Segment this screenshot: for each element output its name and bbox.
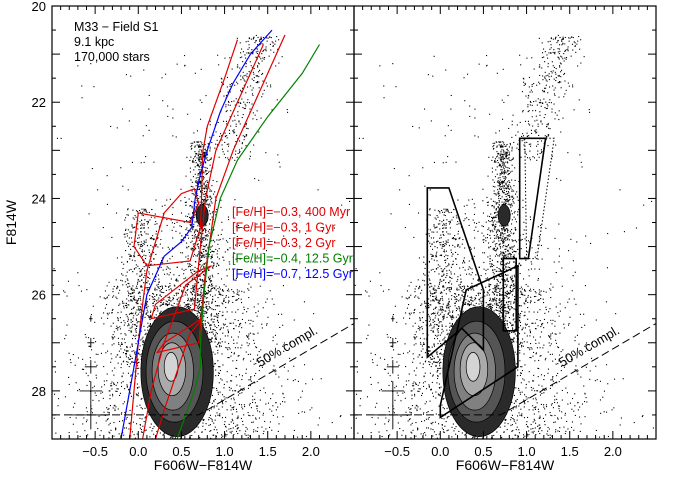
error-bar — [71, 400, 110, 430]
isochrone-line-3 — [176, 44, 321, 439]
isochrone-line-1 — [142, 44, 264, 439]
x-ticks: −0.5 0.0 0.5 1.0 1.5 2.0 — [51, 6, 355, 459]
error-bar — [391, 315, 395, 322]
y-tick-label: 26 — [32, 288, 46, 303]
x-tick-label: 1.0 — [518, 444, 536, 459]
error-bar — [89, 315, 93, 322]
density-contour-level-5 — [163, 352, 179, 382]
x-tick-label: 0.0 — [129, 444, 147, 459]
selection-boxes — [426, 137, 555, 419]
x-ticks: −0.5 0.0 0.5 1.0 1.5 2.0 — [353, 6, 657, 459]
legend-entry: [Fe/H]=−0.4, 12.5 Gyr — [232, 252, 353, 266]
x-tick-label: 1.0 — [216, 444, 234, 459]
data-layer: 50% compl. — [52, 29, 354, 439]
error-bar — [386, 360, 399, 374]
legend-entry: [Fe/H]=−0.3, 1 Gyr — [232, 221, 336, 235]
x-tick-label: 1.5 — [561, 444, 579, 459]
completeness-label: 50% compl. — [556, 322, 622, 369]
density-contour-level-1 — [195, 204, 209, 227]
error-bars — [71, 315, 110, 430]
x-tick-label: 2.0 — [302, 444, 320, 459]
selection-box-2 — [502, 257, 518, 332]
error-bar — [84, 360, 97, 374]
x-tick-label: −0.5 — [82, 444, 108, 459]
data-layer: 50% compl. — [354, 34, 656, 439]
x-axis-title: F606W−F814W — [456, 457, 555, 473]
isochrone-line-0 — [129, 39, 239, 439]
y-tick-label: 22 — [32, 95, 46, 110]
right-panel: 50% compl. −0.5 0.0 0.5 1.0 1.5 2.0 F606W−F814W — [353, 5, 657, 473]
star-points — [52, 34, 352, 439]
y-ticks — [354, 5, 656, 440]
y-tick-label: 20 — [32, 0, 46, 14]
legend-entry: [Fe/H]=−0.3, 2 Gyr — [232, 236, 336, 250]
isochrones — [120, 29, 321, 439]
y-ticks: 20 22 24 26 28 — [32, 0, 354, 440]
density-contour-level-1 — [497, 204, 511, 227]
x-tick-label: −0.5 — [384, 444, 410, 459]
selection-box-4 — [524, 137, 555, 260]
x-tick-label: 0.5 — [474, 444, 492, 459]
x-tick-label: 0.0 — [431, 444, 449, 459]
selection-box-1 — [439, 264, 519, 419]
error-bar — [79, 381, 103, 401]
error-bars — [373, 315, 412, 430]
error-bar — [381, 381, 405, 401]
error-bar — [87, 337, 95, 348]
selection-box-0 — [426, 187, 485, 359]
completeness-label: 50% compl. — [254, 322, 320, 369]
legend-entry: [Fe/H]=−0.3, 400 Myr — [232, 205, 350, 219]
y-tick-label: 24 — [32, 191, 46, 206]
error-bar — [373, 400, 412, 430]
x-axis-title: F606W−F814W — [154, 457, 253, 473]
field-info-text: M33 − Field S1 — [74, 20, 158, 34]
x-tick-label: 1.5 — [259, 444, 277, 459]
y-tick-label: 28 — [32, 384, 46, 399]
density-contour-level-5 — [465, 352, 481, 382]
isochrone-line-2 — [154, 34, 286, 439]
isochrone-line-4 — [120, 29, 273, 439]
x-tick-label: 2.0 — [604, 444, 622, 459]
x-tick-label: 0.5 — [172, 444, 190, 459]
legend-entry: [Fe/H]=−0.7, 12.5 Gyr — [232, 267, 353, 281]
left-panel: 50% compl. −0.5 0.0 0.5 1.0 1.5 2.0 20 22 24 26 28 F… — [3, 0, 355, 473]
error-bar — [389, 337, 397, 348]
y-axis-title: F814W — [3, 199, 19, 245]
field-info-text: 9.1 kpc — [74, 35, 114, 49]
field-info-text: 170,000 stars — [74, 50, 150, 64]
selection-box-3 — [518, 137, 547, 260]
legend: [Fe/H]=−0.3, 400 Myr[Fe/H]=−0.3, 1 Gyr[F… — [232, 205, 353, 281]
